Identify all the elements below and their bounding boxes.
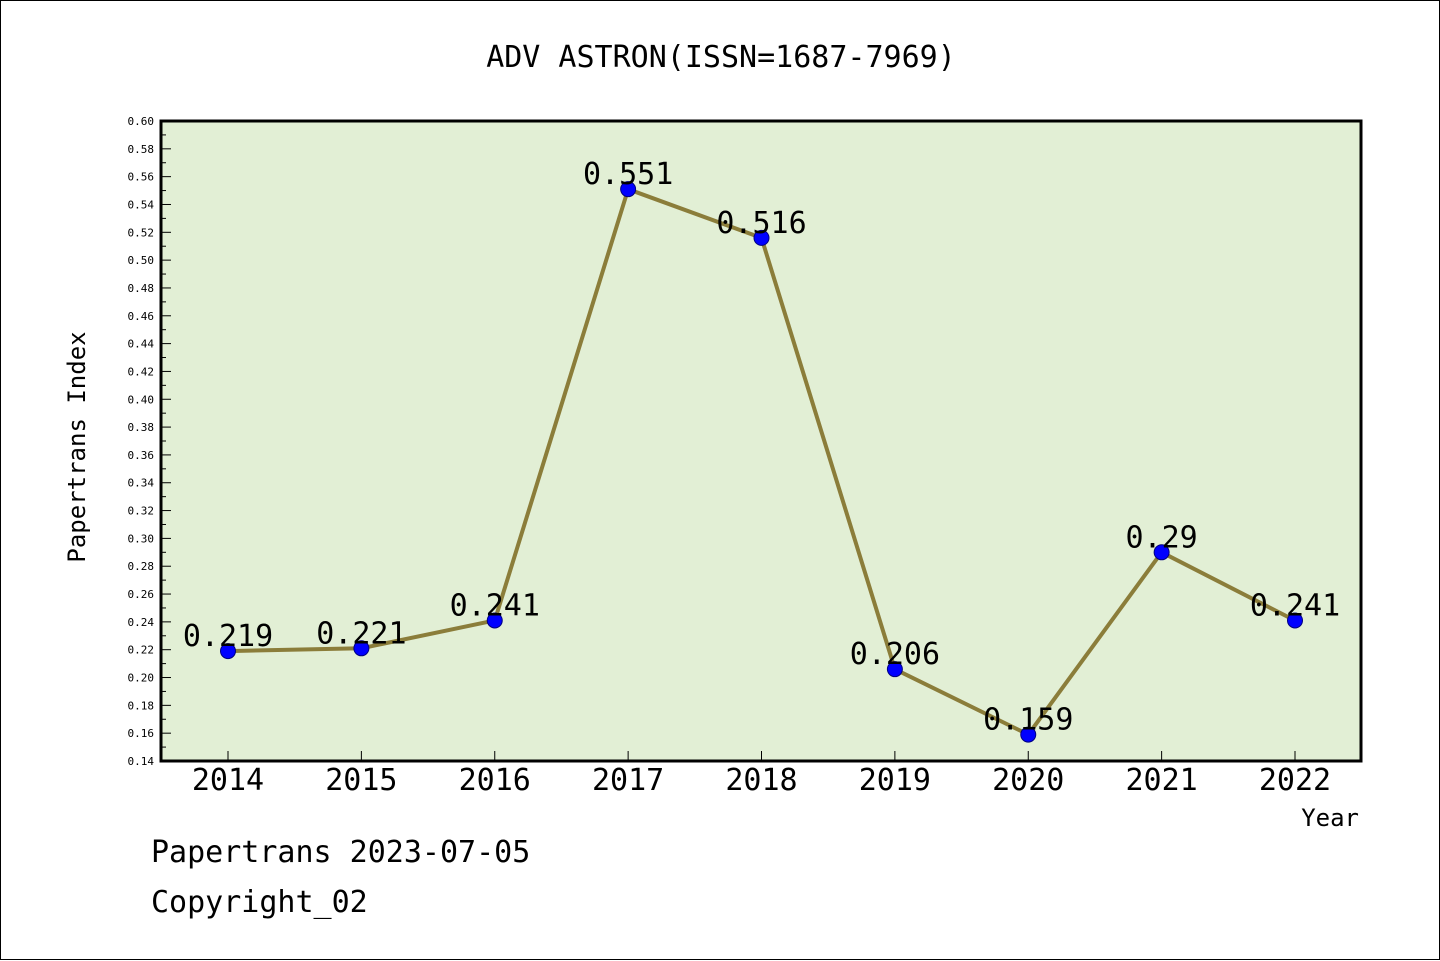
data-point	[220, 643, 236, 660]
y-tick-label: 0.16	[128, 727, 155, 740]
y-axis-title: Papertrans Index	[63, 331, 91, 562]
data-label: 0.241	[450, 588, 540, 623]
y-tick-label: 0.14	[128, 755, 155, 768]
data-label: 0.206	[850, 637, 940, 672]
y-tick-label: 0.32	[128, 505, 155, 518]
footer-date: Papertrans 2023-07-05	[151, 835, 531, 870]
y-tick-label: 0.26	[128, 588, 155, 601]
x-tick-label: 2020	[992, 763, 1064, 798]
y-tick-label: 0.18	[128, 699, 155, 712]
y-tick-label: 0.40	[128, 393, 155, 406]
y-tick-label: 0.58	[128, 143, 155, 156]
data-label: 0.219	[183, 619, 273, 654]
data-label: 0.516	[716, 206, 806, 241]
data-label: 0.241	[1250, 588, 1340, 623]
data-label: 0.29	[1126, 520, 1198, 555]
data-point	[1153, 544, 1170, 561]
x-tick-label: 2014	[192, 763, 264, 798]
x-axis: 2014 2015 2016 2017 2018 2019 2020 2021 2022	[192, 751, 1331, 798]
x-tick-label: 2021	[1126, 763, 1198, 798]
y-tick-label: 0.48	[128, 282, 155, 295]
footer-copyright: Copyright_02	[151, 885, 368, 920]
y-tick-label: 0.22	[128, 644, 155, 657]
data-point	[353, 640, 370, 657]
data-label: 0.221	[316, 616, 406, 651]
x-tick-label: 2016	[459, 763, 531, 798]
x-tick-label: 2019	[859, 763, 931, 798]
data-point	[753, 229, 770, 246]
y-tick-label: 0.24	[128, 616, 155, 629]
series-layer: 0.219 0.221 0.241 0.551 0.516 0.206 0.159 0.29 0…	[183, 157, 1340, 743]
data-point	[1287, 612, 1303, 629]
y-tick-label: 0.50	[128, 254, 155, 267]
y-tick-label: 0.36	[128, 449, 155, 462]
x-tick-label: 2018	[725, 763, 797, 798]
y-tick-label: 0.20	[128, 672, 155, 685]
y-tick-label: 0.46	[128, 310, 155, 323]
x-tick-label: 2022	[1259, 763, 1331, 798]
y-axis: 0.14 0.16 0.18 0.20 0.22 0.24 0.26 0.28 0.30 0.32…	[128, 115, 171, 768]
chart-title: ADV ASTRON(ISSN=1687-7969)	[486, 40, 956, 75]
y-tick-label: 0.44	[128, 338, 155, 351]
x-tick-label: 2017	[592, 763, 664, 798]
data-point	[486, 612, 503, 629]
y-tick-label: 0.38	[128, 421, 155, 434]
y-tick-label: 0.60	[128, 115, 155, 128]
y-tick-label: 0.56	[128, 171, 155, 184]
y-tick-label: 0.28	[128, 560, 155, 573]
y-tick-label: 0.42	[128, 365, 155, 378]
x-tick-label: 2015	[325, 763, 397, 798]
y-tick-label: 0.30	[128, 532, 155, 545]
data-label: 0.159	[983, 703, 1073, 738]
data-point	[620, 181, 637, 198]
y-tick-label: 0.52	[128, 226, 155, 239]
x-axis-title: Year	[1301, 804, 1359, 832]
y-tick-label: 0.34	[128, 477, 155, 490]
data-point	[1020, 726, 1037, 743]
data-point	[886, 661, 903, 678]
data-label: 0.551	[583, 157, 673, 192]
y-tick-label: 0.54	[128, 198, 155, 211]
